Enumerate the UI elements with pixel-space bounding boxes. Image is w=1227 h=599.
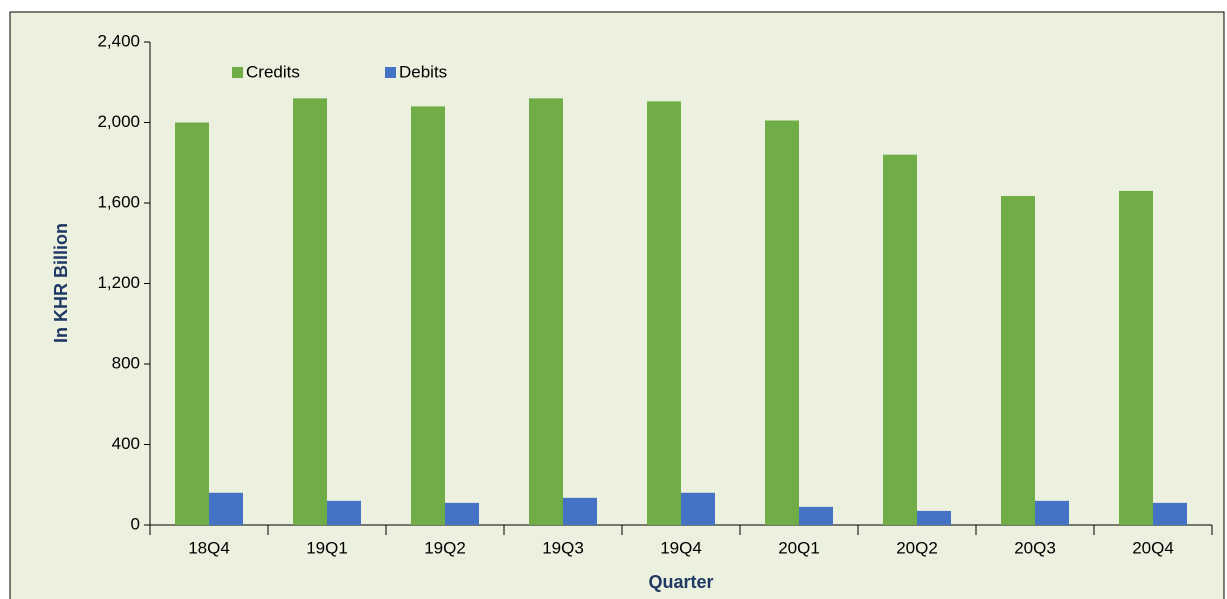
- bar: [529, 98, 563, 525]
- x-tick-label: 20Q4: [1132, 538, 1174, 557]
- y-tick-label: 2,000: [97, 112, 140, 131]
- bar: [293, 98, 327, 525]
- y-tick-label: 2,400: [97, 31, 140, 50]
- bar: [445, 502, 479, 525]
- bar: [1035, 500, 1069, 525]
- bar: [799, 506, 833, 525]
- x-tick-label: 19Q4: [660, 538, 702, 557]
- x-tick-label: 20Q3: [1014, 538, 1056, 557]
- y-tick-label: 400: [112, 434, 140, 453]
- x-tick-label: 20Q1: [778, 538, 820, 557]
- bar: [765, 120, 799, 526]
- bar: [1153, 502, 1187, 525]
- y-tick-label: 0: [131, 514, 140, 533]
- bar: [681, 492, 715, 525]
- bar: [563, 497, 597, 525]
- bar: [327, 500, 361, 525]
- bar: [411, 106, 445, 526]
- legend-swatch: [385, 67, 396, 78]
- x-tick-label: 20Q2: [896, 538, 938, 557]
- x-tick-label: 18Q4: [188, 538, 230, 557]
- bar: [1119, 190, 1153, 526]
- bar: [175, 122, 209, 525]
- legend-swatch: [232, 67, 243, 78]
- bar: [647, 101, 681, 526]
- bar: [209, 492, 243, 525]
- x-tick-label: 19Q3: [542, 538, 584, 557]
- bar: [1001, 195, 1035, 526]
- bar: [883, 154, 917, 525]
- bar: [917, 510, 951, 525]
- legend-label: Credits: [246, 62, 300, 81]
- y-axis-label: In KHR Billion: [51, 223, 71, 343]
- y-tick-label: 1,600: [97, 192, 140, 211]
- y-tick-label: 800: [112, 353, 140, 372]
- x-axis-label: Quarter: [648, 572, 713, 592]
- legend-label: Debits: [399, 62, 447, 81]
- x-tick-label: 19Q1: [306, 538, 348, 557]
- y-tick-label: 1,200: [97, 273, 140, 292]
- x-tick-label: 19Q2: [424, 538, 466, 557]
